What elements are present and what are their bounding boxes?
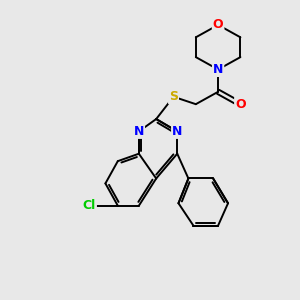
Text: N: N [172, 125, 182, 138]
Text: N: N [213, 63, 223, 76]
Text: S: S [169, 90, 178, 103]
Text: O: O [235, 98, 246, 111]
Text: Cl: Cl [83, 199, 96, 212]
Text: O: O [213, 18, 224, 32]
Text: N: N [134, 125, 144, 138]
